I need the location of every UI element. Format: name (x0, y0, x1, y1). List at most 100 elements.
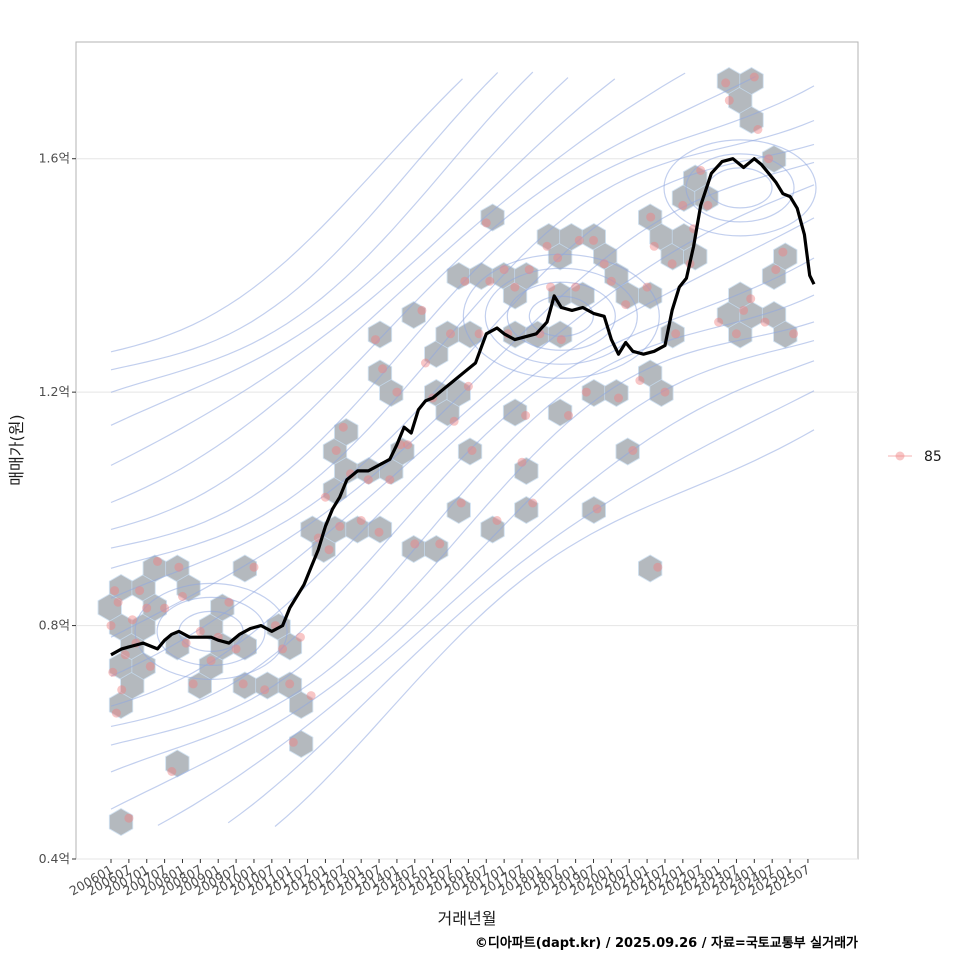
hex-bin (323, 438, 347, 465)
x-axis-title: 거래년월 (438, 909, 497, 928)
data-point (556, 335, 566, 345)
data-point (260, 685, 270, 695)
data-point (789, 329, 799, 339)
hex-bin (740, 107, 763, 133)
hex-bin (582, 224, 606, 250)
hex-bin (605, 380, 628, 406)
data-point (160, 603, 170, 613)
hex-bin (503, 282, 527, 309)
legend-key-point (895, 451, 905, 461)
scatter-points-layer (106, 72, 799, 823)
hex-bin (582, 497, 606, 523)
hex-bin (301, 516, 324, 543)
hex-bin (166, 555, 189, 582)
data-point (778, 247, 788, 257)
data-point (667, 259, 677, 269)
data-point (771, 265, 781, 275)
hex-bin (166, 750, 189, 777)
y-tick-label: 0.8억 (39, 618, 70, 633)
moving-average-line (110, 157, 816, 657)
data-point (378, 364, 388, 374)
data-point (635, 376, 645, 385)
legend-label: 85 (924, 449, 942, 465)
density-contour-ring (484, 267, 638, 365)
density-contour (110, 85, 815, 549)
hex-bin (98, 594, 121, 621)
y-axis-ticks: 0.4억 0.8억 1.2억 1.6억 (39, 151, 76, 866)
data-point (714, 317, 724, 327)
data-point (113, 597, 123, 607)
data-point (660, 387, 670, 397)
hex-bin (143, 555, 167, 582)
hex-bin (740, 302, 763, 328)
chart-caption: ©디아파트(dapt.kr) / 2025.09.26 / 자료=국토교통부 실… (475, 935, 858, 951)
x-axis-ticks: 2006012006072007012007072008012008072009… (67, 859, 812, 898)
hex-bin (492, 263, 516, 289)
hex-bin (380, 380, 403, 406)
data-point (371, 335, 380, 345)
density-contour (110, 217, 815, 707)
data-point (111, 708, 121, 718)
density-contour (110, 294, 815, 746)
data-point (571, 282, 581, 292)
data-point (606, 276, 616, 286)
hex-bin (368, 516, 392, 543)
y-tick-label: 1.6억 (39, 151, 70, 166)
hex-bin (638, 204, 662, 231)
data-point (646, 212, 656, 222)
y-tick-label: 0.4억 (39, 851, 70, 866)
hex-bin (312, 536, 335, 562)
hex-bin (334, 419, 358, 445)
hex-bin (323, 516, 347, 543)
data-point (721, 78, 731, 88)
data-point (278, 644, 288, 654)
data-point (499, 265, 509, 275)
data-point (542, 241, 552, 251)
density-contour (110, 76, 756, 530)
hex-bin (447, 263, 470, 289)
density-contour-ring (528, 295, 594, 337)
data-point (724, 95, 734, 105)
hex-bin (458, 321, 482, 348)
data-point (231, 644, 241, 654)
data-point (127, 615, 137, 625)
hex-bin (233, 633, 257, 660)
data-point (696, 165, 706, 175)
hex-bin (582, 380, 606, 406)
density-contour-ring (156, 596, 266, 667)
data-point (642, 282, 652, 292)
data-point (653, 562, 663, 572)
hex-bin (132, 575, 155, 601)
data-point (614, 393, 623, 403)
data-point (174, 562, 184, 572)
hex-bin (515, 458, 538, 484)
data-point (456, 498, 466, 508)
data-point (564, 411, 573, 420)
data-point (481, 218, 491, 228)
data-point (324, 545, 334, 555)
data-point (285, 679, 295, 689)
hexbin-layer (97, 66, 798, 837)
data-point (435, 539, 445, 549)
data-point (295, 632, 305, 642)
hex-bin (560, 224, 583, 250)
data-point (581, 387, 591, 397)
hex-bin (436, 399, 459, 426)
data-point (485, 276, 495, 286)
data-point (385, 475, 395, 485)
density-contour (110, 119, 815, 569)
data-point (178, 591, 187, 601)
data-point (521, 411, 531, 420)
data-point (374, 527, 384, 537)
density-contour (110, 72, 686, 504)
hex-bin (256, 672, 279, 699)
hex-bin (571, 282, 594, 309)
data-point (306, 691, 316, 701)
hex-bin (650, 380, 673, 406)
data-point (331, 446, 341, 455)
data-point (338, 422, 348, 432)
hex-bin (143, 594, 167, 621)
hex-bin (109, 614, 133, 640)
hex-bin (537, 224, 561, 250)
